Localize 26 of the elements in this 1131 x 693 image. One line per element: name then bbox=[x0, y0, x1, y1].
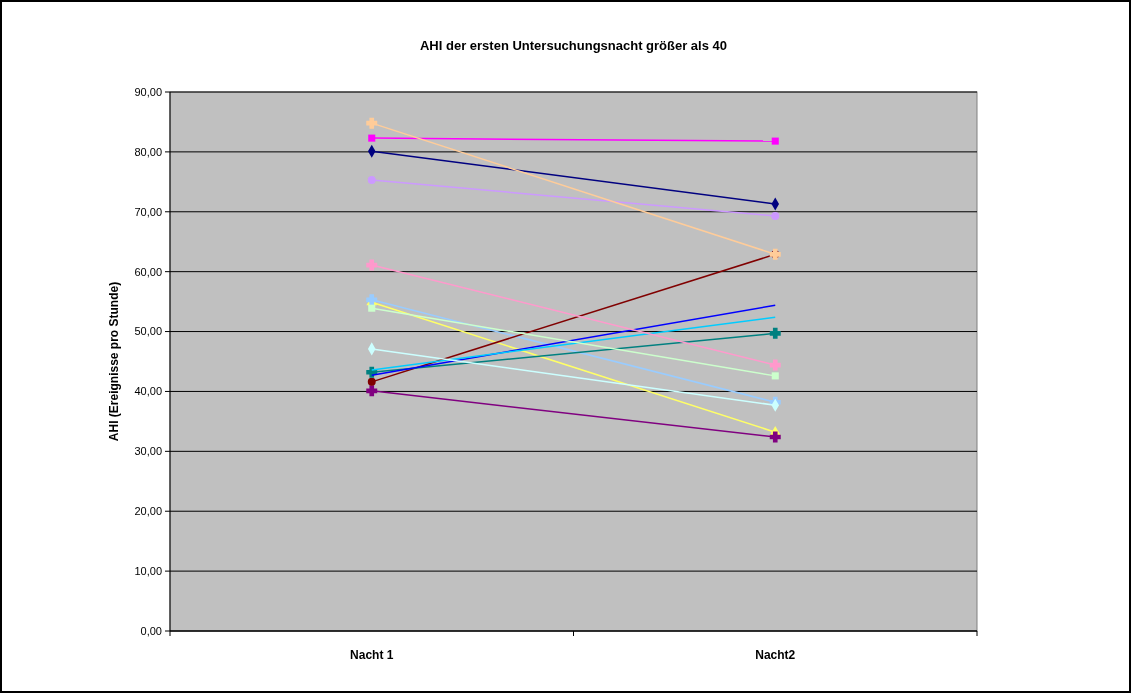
point bbox=[771, 137, 779, 145]
point bbox=[366, 259, 378, 271]
x-tick-label: Nacht2 bbox=[755, 648, 796, 662]
y-tick-label: 90,00 bbox=[134, 85, 162, 98]
y-tick-label: 30,00 bbox=[134, 445, 162, 458]
point bbox=[771, 372, 779, 380]
point bbox=[367, 377, 376, 386]
y-tick-label: 70,00 bbox=[134, 205, 162, 218]
y-tick-label: 10,00 bbox=[134, 564, 162, 577]
y-tick-label: 0,00 bbox=[140, 624, 162, 637]
y-tick-label: 40,00 bbox=[134, 385, 162, 398]
y-tick-label: 50,00 bbox=[134, 325, 162, 338]
point bbox=[769, 359, 781, 371]
point bbox=[368, 134, 376, 142]
chart-title: AHI der ersten Untersuchungsnacht größer als 40 bbox=[419, 38, 728, 53]
y-tick-label: 60,00 bbox=[134, 265, 162, 278]
x-tick-label: Nacht 1 bbox=[350, 648, 394, 662]
point bbox=[366, 117, 378, 129]
y-axis-title: AHI (Ereignisse pro Stunde) bbox=[107, 281, 121, 442]
y-tick-label: 20,00 bbox=[134, 505, 162, 518]
point bbox=[368, 304, 376, 312]
point bbox=[367, 176, 376, 185]
point bbox=[771, 211, 780, 220]
point bbox=[366, 385, 378, 397]
point bbox=[769, 327, 781, 339]
y-tick-label: 80,00 bbox=[134, 145, 162, 158]
